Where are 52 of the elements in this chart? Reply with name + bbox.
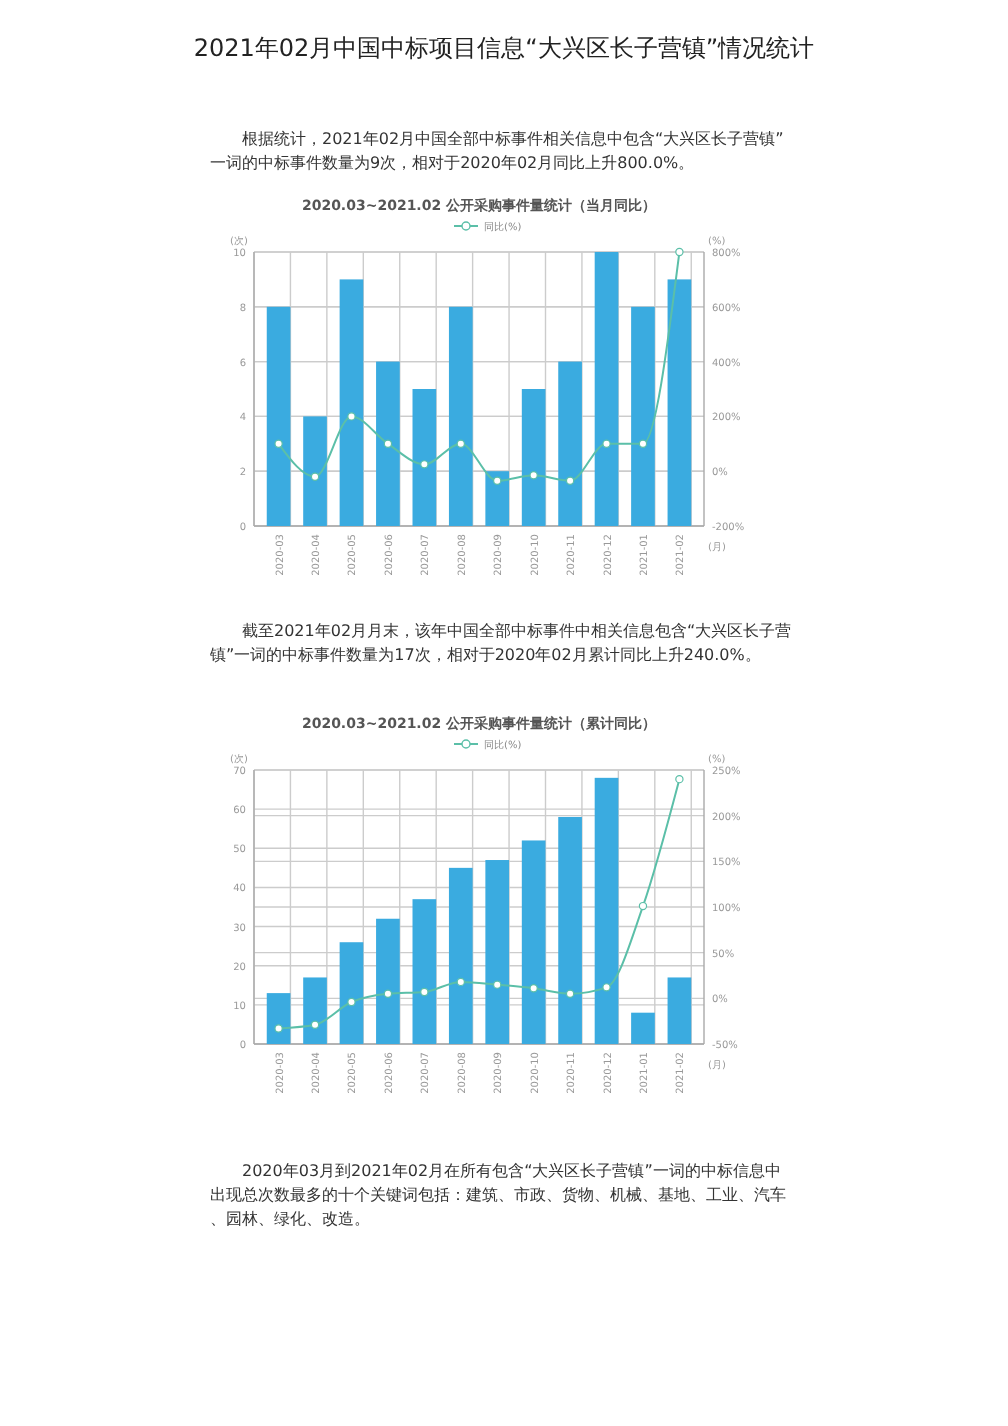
point: [565, 476, 575, 485]
bar: [485, 860, 510, 1044]
bar: [631, 306, 655, 526]
point: [493, 980, 502, 989]
bar: [412, 899, 437, 1044]
bar: [266, 993, 291, 1044]
point: [529, 471, 538, 480]
point: [602, 983, 611, 992]
point: [310, 1020, 320, 1030]
point: [383, 989, 393, 998]
point: [274, 439, 283, 448]
bar: [594, 777, 619, 1044]
bar: [667, 279, 692, 526]
point: [602, 439, 611, 448]
bar: [558, 361, 582, 526]
bar: [667, 977, 692, 1044]
bar: [631, 1012, 655, 1044]
bar: [339, 279, 364, 526]
point: [529, 984, 538, 993]
point: [675, 774, 684, 784]
bar: [412, 389, 437, 526]
bar: [376, 918, 400, 1044]
point: [347, 997, 356, 1007]
bar: [303, 416, 327, 526]
point: [638, 901, 648, 911]
bar: [303, 977, 327, 1044]
bar: [339, 942, 364, 1044]
bar: [521, 389, 546, 526]
text: 2021年02月中国中标项目信息“大兴区长子营镇”情况统计: [193, 34, 815, 62]
bar: [558, 816, 582, 1044]
point: [274, 1024, 283, 1033]
point: [420, 987, 429, 997]
bar: [594, 252, 619, 526]
text: 根据统计，2021年02月中国全部中标事件相关信息中包含“大兴区长子营镇”一词的中标事件数量为9次，相对于2020年02月同比上升800.0%。: [210, 130, 784, 172]
bar: [521, 840, 546, 1044]
text: 2020年03月到2021年02月在所有包含“大兴区长子营镇”一词的中标信息中出现总次数最多的十个关键词包括：建筑、市政、货物、机械、基地、工业、汽车、园林、绿化、改造。: [210, 1162, 786, 1228]
bar: [448, 306, 473, 526]
text: 截至2021年02月月末，该年中国全部中标事件中相关信息包含“大兴区长子营镇”一词的中标事件数量为17次，相对于2020年02月累计同比上升240.0%。: [208, 622, 792, 664]
bar: [448, 867, 473, 1044]
bar: [485, 471, 510, 526]
bar: [266, 306, 291, 526]
bar: [376, 361, 400, 526]
point: [638, 439, 648, 448]
point: [675, 247, 684, 257]
point: [310, 472, 320, 481]
point: [456, 439, 465, 448]
point: [456, 977, 465, 987]
point: [565, 989, 575, 998]
point: [383, 439, 393, 448]
point: [420, 460, 429, 469]
point: [347, 412, 356, 421]
point: [493, 476, 502, 485]
